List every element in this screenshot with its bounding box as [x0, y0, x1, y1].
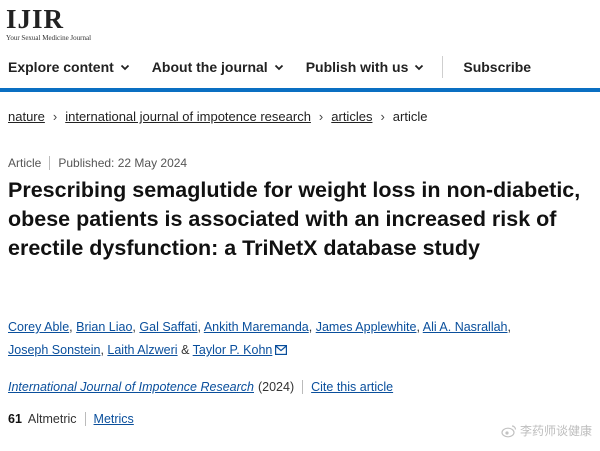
journal-logo[interactable]: IJIR Your Sexual Medicine Journal	[6, 4, 92, 43]
article-title: Prescribing semaglutide for weight loss …	[8, 178, 581, 260]
published-date: Published: 22 May 2024	[58, 156, 188, 170]
chevron-down-icon	[415, 64, 424, 71]
author-separator: ,	[197, 320, 202, 334]
author-link[interactable]: Joseph Sonstein	[8, 343, 101, 357]
author-link[interactable]: Brian Liao	[76, 320, 133, 334]
metrics-line: 61 Altmetric Metrics	[8, 412, 134, 426]
author-link[interactable]: Corey Able	[8, 320, 70, 334]
meta-divider	[49, 156, 51, 170]
logo-subtitle: Your Sexual Medicine Journal	[6, 34, 92, 42]
author-link[interactable]: Gal Saffati	[139, 320, 198, 334]
author-separator: ,	[132, 320, 136, 334]
altmetric-label: Altmetric	[27, 412, 77, 426]
breadcrumb: nature › international journal of impote…	[8, 109, 427, 124]
nav-label: Subscribe	[463, 59, 532, 75]
nav-about-journal[interactable]: About the journal	[152, 59, 284, 75]
author-link[interactable]: Taylor P. Kohn	[192, 343, 273, 357]
logo-title: IJIR	[6, 4, 65, 34]
breadcrumb-link-journal[interactable]: international journal of impotence resea…	[65, 109, 311, 124]
cite-article-link[interactable]: Cite this article	[311, 380, 394, 394]
author-link[interactable]: Laith Alzweri	[107, 343, 178, 357]
article-meta: Article Published: 22 May 2024	[8, 156, 187, 170]
author-list: Corey Able, Brian Liao, Gal Saffati, Ank…	[8, 316, 593, 362]
citation-divider	[302, 380, 304, 394]
author-link[interactable]: Ali A. Nasrallah	[422, 320, 508, 334]
citation-line: International Journal of Impotence Resea…	[8, 380, 393, 394]
nav-publish-with-us[interactable]: Publish with us	[306, 59, 425, 75]
article-type: Article	[8, 156, 42, 170]
metrics-link[interactable]: Metrics	[93, 412, 134, 426]
chevron-down-icon	[120, 64, 129, 71]
weibo-icon	[501, 424, 517, 437]
author-separator: ,	[308, 320, 313, 334]
author-link[interactable]: Ankith Maremanda	[203, 320, 309, 334]
mail-icon[interactable]	[275, 345, 288, 355]
metrics-divider	[84, 412, 86, 426]
author-separator: ,	[507, 320, 511, 334]
watermark-text: 李药师谈健康	[519, 424, 592, 438]
author-separator: ,	[100, 343, 104, 357]
top-navigation: Explore content About the journal Publis…	[0, 46, 600, 88]
chevron-right-icon: ›	[318, 109, 324, 124]
author-link[interactable]: James Applewhite	[315, 320, 417, 334]
breadcrumb-current: article	[392, 109, 428, 124]
author-separator: &	[181, 343, 190, 357]
nav-label: Publish with us	[305, 59, 409, 75]
nav-explore-content[interactable]: Explore content	[8, 59, 130, 75]
breadcrumb-link-articles[interactable]: articles	[331, 109, 373, 124]
nav-divider	[442, 56, 444, 78]
chevron-right-icon: ›	[52, 109, 58, 124]
author-separator: ,	[69, 320, 73, 334]
publication-year: (2024)	[257, 380, 295, 394]
chevron-down-icon	[274, 64, 283, 71]
header-accent-rule	[0, 88, 600, 92]
breadcrumb-link-nature[interactable]: nature	[8, 109, 45, 124]
watermark: 李药师谈健康	[501, 422, 592, 439]
nav-label: About the journal	[151, 59, 268, 75]
chevron-right-icon: ›	[380, 109, 385, 124]
nav-subscribe[interactable]: Subscribe	[463, 59, 531, 75]
altmetric-count: 61	[8, 412, 22, 426]
author-separator: ,	[416, 320, 420, 334]
nav-label: Explore content	[8, 59, 114, 75]
journal-link[interactable]: International Journal of Impotence Resea…	[8, 380, 254, 394]
